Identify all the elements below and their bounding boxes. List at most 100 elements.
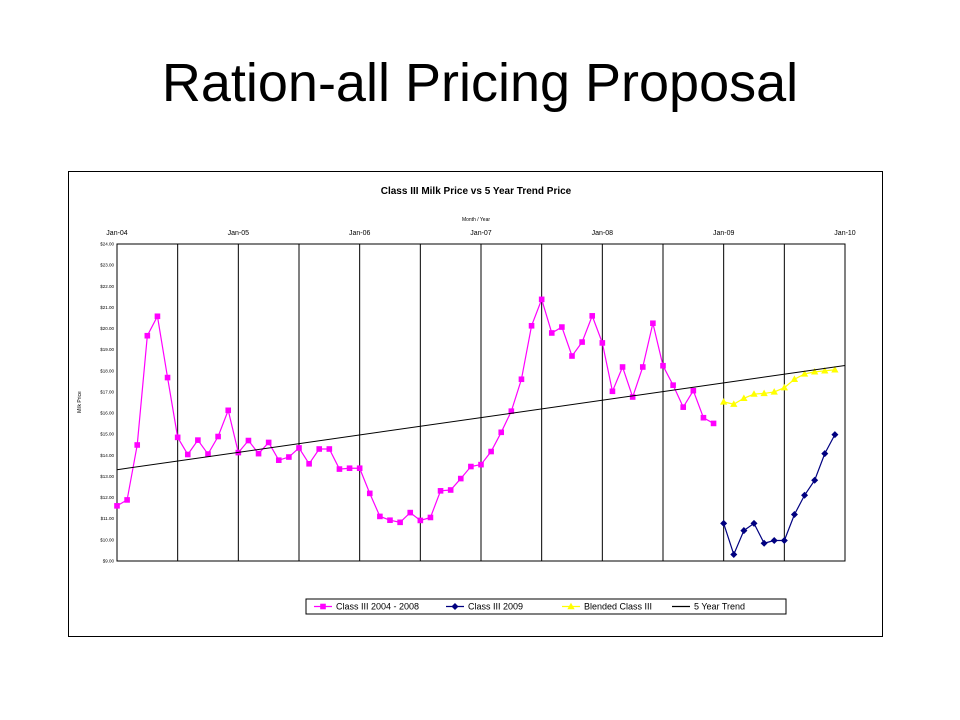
data-point (538, 296, 545, 303)
data-point (760, 389, 768, 397)
data-point (690, 387, 697, 394)
data-point (639, 364, 646, 370)
data-point (356, 465, 363, 472)
data-point (468, 463, 474, 470)
data-point (488, 448, 494, 455)
data-point (387, 517, 393, 524)
data-point (629, 394, 636, 400)
series-line-1 (723, 434, 836, 557)
data-point (427, 514, 434, 521)
data-point (680, 404, 687, 410)
data-point (821, 366, 829, 374)
x-tick-label: Jan-06 (349, 230, 371, 237)
milk-price-chart: $9.00 $10.00 $11.00 $12.00 $13.00 $14.00 $15.0… (77, 186, 856, 615)
legend-label: 5 Year Trend (694, 602, 745, 612)
data-point (821, 450, 829, 458)
y-tick-label: $13.00 (100, 474, 114, 479)
data-point (245, 437, 252, 444)
data-point (831, 431, 839, 439)
slide-title: Ration-all Pricing Proposal (161, 53, 799, 113)
data-point (296, 445, 302, 451)
data-point (801, 491, 809, 499)
x-tick-label: Jan-10 (834, 230, 856, 237)
data-point (377, 513, 383, 520)
x-tick-label: Jan-05 (228, 230, 250, 237)
data-point (710, 420, 717, 427)
data-point (740, 527, 748, 535)
data-point (609, 388, 616, 395)
data-point (528, 322, 535, 329)
y-tick-label: $21.00 (100, 305, 114, 310)
data-point (720, 398, 728, 405)
data-point (225, 407, 232, 414)
x-tick-label: Jan-07 (470, 230, 492, 237)
data-point (770, 536, 778, 545)
data-point (114, 503, 120, 509)
data-point (286, 454, 292, 460)
data-point (124, 497, 130, 503)
legend-marker (451, 602, 459, 611)
series-line-0 (116, 297, 714, 523)
data-point (174, 434, 181, 441)
y-tick-label: $14.00 (100, 453, 114, 458)
data-point (730, 400, 738, 407)
data-point (326, 446, 333, 452)
x-axis-label: Month / Year (462, 217, 490, 223)
data-point (740, 394, 748, 401)
y-tick-label: $15.00 (100, 432, 114, 437)
y-tick-label: $10.00 (100, 537, 114, 542)
data-point (366, 490, 373, 497)
data-point (589, 313, 596, 319)
data-point (518, 376, 525, 383)
data-point (447, 487, 454, 493)
data-point (569, 353, 575, 359)
data-point (700, 414, 707, 421)
data-point (760, 539, 768, 547)
data-point (144, 332, 151, 339)
y-tick-label: $19.00 (100, 347, 114, 352)
legend-marker (567, 602, 575, 610)
y-tick-label: $23.00 (100, 263, 114, 268)
data-point (437, 488, 444, 494)
data-point (579, 339, 585, 345)
data-point (154, 313, 161, 320)
x-tick-label: Jan-09 (713, 230, 735, 237)
data-point (417, 517, 424, 524)
data-point (164, 374, 171, 381)
legend-label: Class III 2009 (468, 602, 523, 612)
data-point (780, 536, 788, 545)
data-point (660, 362, 666, 369)
data-point (275, 457, 282, 463)
legend-label: Blended Class III (584, 602, 652, 612)
y-tick-label: $16.00 (100, 411, 114, 416)
y-tick-label: $18.00 (100, 368, 114, 373)
data-point (346, 465, 353, 472)
data-point (720, 519, 728, 527)
x-tick-label: Jan-04 (106, 230, 128, 237)
chart-frame: $9.00 $10.00 $11.00 $12.00 $13.00 $14.00 $15.0… (68, 171, 883, 637)
y-tick-label: $20.00 (100, 326, 114, 331)
data-point (670, 382, 676, 388)
data-point (650, 320, 656, 327)
y-axis-label: Milk Price (77, 391, 83, 413)
data-point (599, 340, 606, 346)
chart-title: Class III Milk Price vs 5 Year Trend Pri… (381, 186, 572, 197)
data-point (790, 510, 798, 519)
data-point (265, 439, 272, 446)
y-tick-label: $22.00 (100, 284, 114, 289)
data-point (559, 324, 565, 330)
data-point (184, 451, 191, 458)
data-point (770, 388, 778, 395)
legend-label: Class III 2004 - 2008 (336, 602, 419, 612)
data-point (811, 368, 819, 375)
data-point (255, 450, 262, 457)
x-tick-label: Jan-08 (592, 230, 614, 237)
data-point (831, 365, 839, 373)
data-point (800, 370, 809, 377)
data-point (134, 442, 141, 448)
data-point (619, 364, 626, 370)
data-point (548, 330, 555, 336)
y-tick-label: $24.00 (100, 242, 114, 247)
data-point (407, 509, 414, 516)
y-tick-label: $12.00 (100, 495, 114, 500)
